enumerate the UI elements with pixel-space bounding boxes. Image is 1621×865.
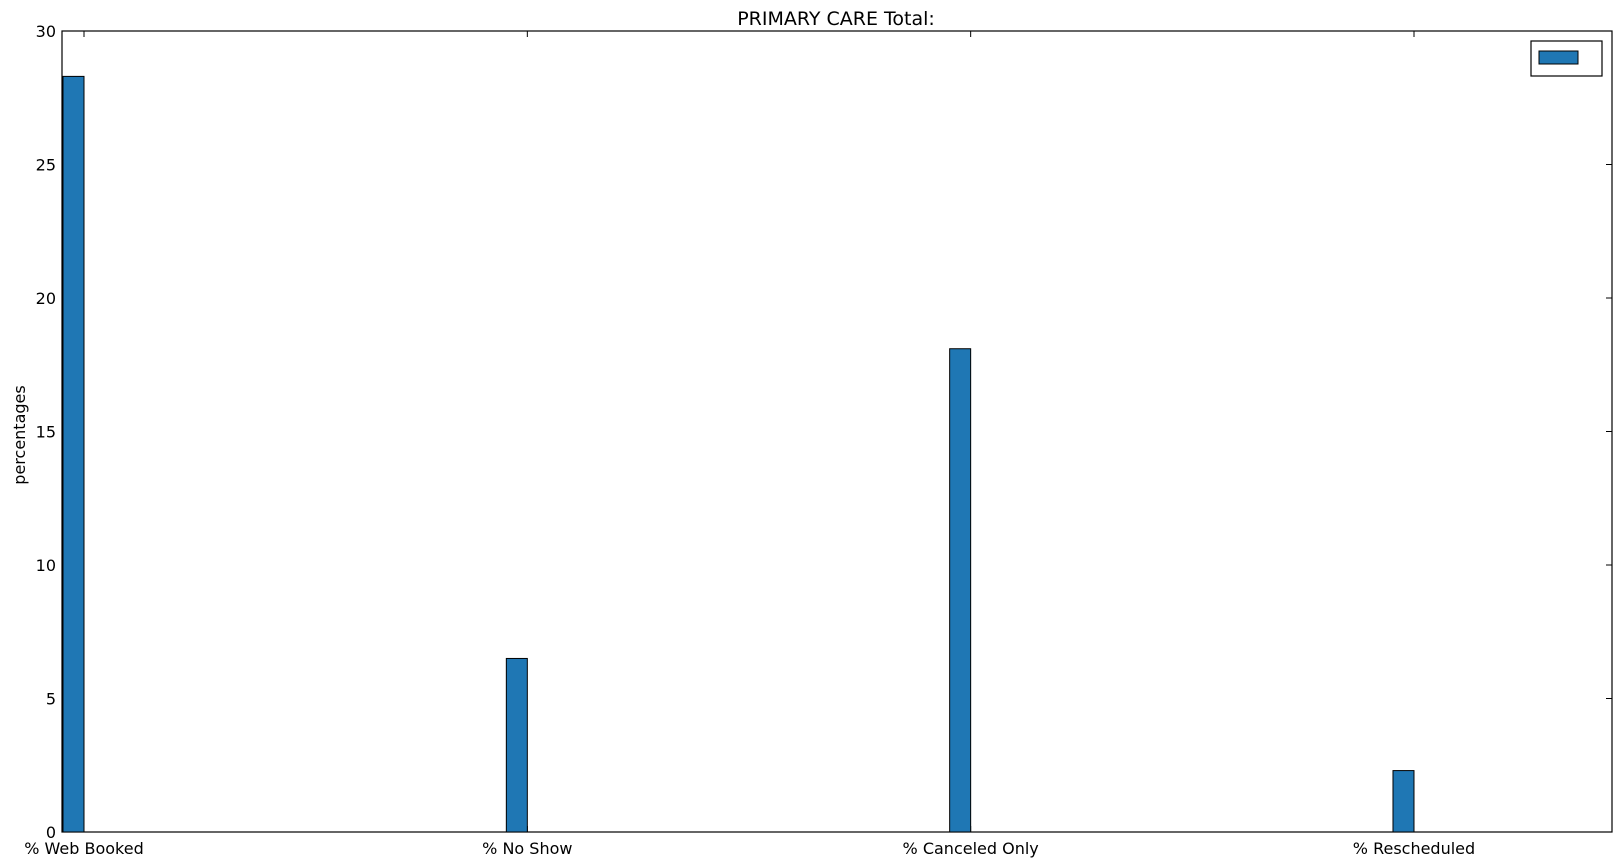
y-tick-label: 10 [36,556,56,575]
x-tick-label: % No Show [482,839,572,858]
y-tick-label: 15 [36,423,56,442]
x-tick-label: % Rescheduled [1353,839,1475,858]
y-tick-label: 0 [46,823,56,842]
chart-title: PRIMARY CARE Total: [737,8,935,30]
bar [949,348,972,833]
bar [505,657,528,833]
x-tick-label: % Canceled Only [903,839,1039,858]
y-tick-label: 20 [36,289,56,308]
bar [62,75,85,833]
bar [1392,770,1415,833]
y-tick-label: 25 [36,156,56,175]
y-axis-label: percentages [10,385,29,484]
plot-area [61,30,1613,833]
legend [1530,40,1603,77]
y-tick-label: 5 [46,690,56,709]
x-tick-label: % Web Booked [24,839,144,858]
y-tick-label: 30 [36,22,56,41]
legend-swatch [1538,50,1579,65]
